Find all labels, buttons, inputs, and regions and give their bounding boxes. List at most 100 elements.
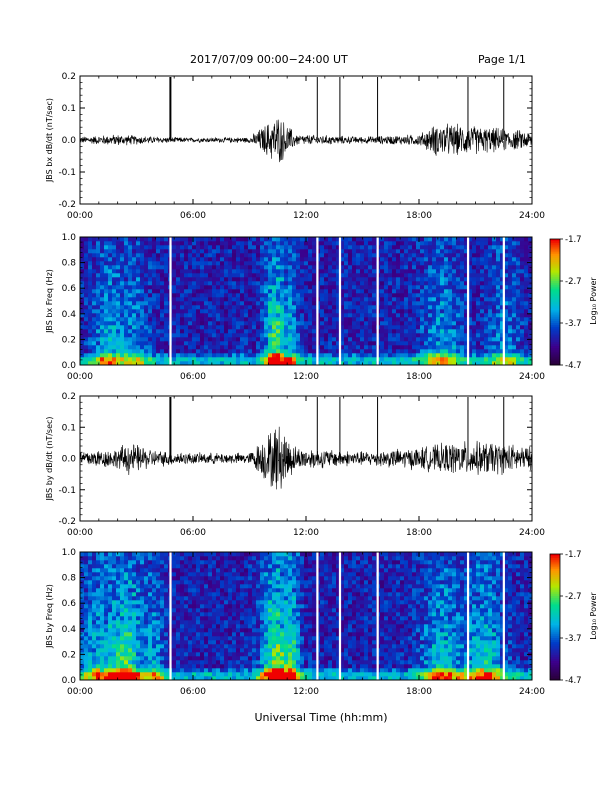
spectrogram-cell — [80, 628, 85, 633]
spectrogram-cell — [132, 325, 137, 330]
spectrogram-cell — [500, 353, 505, 358]
spectrogram-cell — [380, 285, 385, 290]
spectrogram-cell — [524, 341, 529, 346]
spectrogram-cell — [160, 672, 165, 677]
spectrogram-cell — [100, 321, 105, 326]
spectrogram-cell — [196, 620, 201, 625]
spectrogram-cell — [132, 313, 137, 318]
spectrogram-cell — [424, 341, 429, 346]
spectrogram-cell — [188, 640, 193, 645]
spectrogram-cell — [132, 337, 137, 342]
spectrogram-cell — [280, 305, 285, 310]
spectrogram-cell — [472, 325, 477, 330]
spectrogram-cell — [200, 668, 205, 673]
spectrogram-cell — [300, 257, 305, 262]
spectrogram-cell — [264, 285, 269, 290]
spectrogram-cell — [88, 257, 93, 262]
spectrogram-cell — [148, 600, 153, 605]
spectrogram-cell — [484, 297, 489, 302]
spectrogram-cell — [92, 245, 97, 250]
spectrogram-cell — [172, 636, 177, 641]
spectrogram-cell — [512, 337, 517, 342]
spectrogram-cell — [336, 249, 341, 254]
spectrogram-cell — [284, 305, 289, 310]
spectrogram-cell — [176, 600, 181, 605]
spectrogram-cell — [348, 329, 353, 334]
spectrogram-cell — [128, 321, 133, 326]
spectrogram-cell — [320, 273, 325, 278]
spectrogram-cell — [328, 317, 333, 322]
spectrogram-cell — [160, 349, 165, 354]
spectrogram-cell — [368, 361, 373, 366]
spectrogram-cell — [492, 337, 497, 342]
spectrogram-cell — [224, 333, 229, 338]
spectrogram-cell — [496, 329, 501, 334]
spectrogram-cell — [136, 648, 141, 653]
spectrogram-cell — [192, 552, 197, 557]
spectrogram-cell — [132, 616, 137, 621]
spectrogram-cell — [152, 241, 157, 246]
spectrogram-cell — [412, 253, 417, 258]
spectrogram-cell — [468, 277, 473, 282]
spectrogram-cell — [240, 325, 245, 330]
spectrogram-cell — [184, 664, 189, 669]
spectrogram-cell — [464, 361, 469, 366]
spectrogram-cell — [164, 261, 169, 266]
spectrogram-cell — [140, 301, 145, 306]
spectrogram-cell — [392, 265, 397, 270]
spectrogram-cell — [340, 325, 345, 330]
spectrogram-cell — [156, 261, 161, 266]
spectrogram-cell — [260, 357, 265, 362]
spectrogram-cell — [380, 237, 385, 242]
spectrogram-cell — [140, 309, 145, 314]
spectrogram-cell — [136, 628, 141, 633]
spectrogram-cell — [288, 289, 293, 294]
spectrogram-cell — [200, 277, 205, 282]
spectrogram-cell — [172, 632, 177, 637]
spectrogram-cell — [84, 552, 89, 557]
spectrogram-cell — [364, 297, 369, 302]
spectrogram-cell — [472, 337, 477, 342]
spectrogram-cell — [208, 353, 213, 358]
spectrogram-cell — [184, 325, 189, 330]
colorbar-segment — [550, 333, 560, 336]
spectrogram-cell — [472, 333, 477, 338]
spectrogram-cell — [184, 588, 189, 593]
spectrogram-cell — [356, 265, 361, 270]
spectrogram-cell — [300, 361, 305, 366]
spectrogram-cell — [88, 241, 93, 246]
spectrogram-cell — [460, 361, 465, 366]
spectrogram-cell — [144, 672, 149, 677]
spectrogram-cell — [164, 301, 169, 306]
spectrogram-cell — [144, 289, 149, 294]
spectrogram-cell — [264, 309, 269, 314]
spectrogram-cell — [504, 297, 509, 302]
spectrogram-cell — [104, 652, 109, 657]
spectrogram-cell — [492, 301, 497, 306]
spectrogram-cell — [176, 568, 181, 573]
spectrogram-cell — [448, 337, 453, 342]
spectrogram-cell — [224, 313, 229, 318]
spectrogram-cell — [428, 321, 433, 326]
spectrogram-cell — [424, 305, 429, 310]
spectrogram-cell — [380, 253, 385, 258]
spectrogram-cell — [424, 289, 429, 294]
spectrogram-cell — [184, 313, 189, 318]
spectrogram-cell — [116, 241, 121, 246]
spectrogram-cell — [160, 353, 165, 358]
spectrogram-cell — [204, 349, 209, 354]
spectrogram-cell — [176, 257, 181, 262]
spectrogram-cell — [104, 249, 109, 254]
spectrogram-cell — [120, 321, 125, 326]
spectrogram-cell — [260, 313, 265, 318]
spectrogram-cell — [184, 273, 189, 278]
spectrogram-cell — [124, 317, 129, 322]
spectrogram-cell — [192, 616, 197, 621]
spectrogram-cell — [308, 329, 313, 334]
spectrogram-cell — [460, 261, 465, 266]
spectrogram-cell — [84, 237, 89, 242]
spectrogram-cell — [160, 596, 165, 601]
spectrogram-cell — [272, 313, 277, 318]
spectrogram-cell — [336, 301, 341, 306]
spectrogram-cell — [128, 556, 133, 561]
